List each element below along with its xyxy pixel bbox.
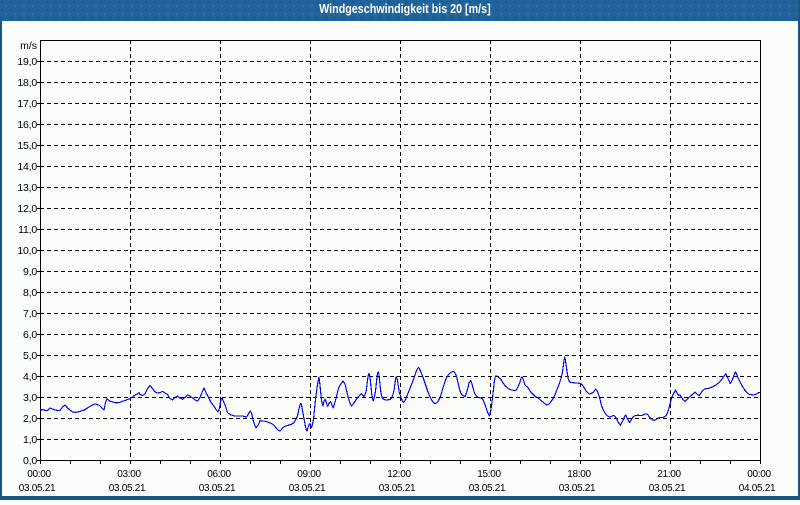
svg-text:06:00: 06:00 — [207, 469, 231, 480]
svg-text:4,0: 4,0 — [23, 371, 37, 383]
svg-text:5,0: 5,0 — [23, 350, 37, 362]
svg-text:18,0: 18,0 — [17, 77, 37, 89]
svg-text:03.05.21: 03.05.21 — [199, 483, 236, 494]
svg-text:3,0: 3,0 — [23, 392, 37, 404]
svg-text:14,0: 14,0 — [17, 161, 37, 173]
svg-text:11,0: 11,0 — [18, 224, 37, 236]
svg-text:00:00: 00:00 — [747, 469, 771, 480]
svg-text:21:00: 21:00 — [657, 469, 681, 480]
svg-text:04.05.21: 04.05.21 — [739, 483, 776, 494]
svg-text:15:00: 15:00 — [477, 469, 501, 480]
svg-text:13,0: 13,0 — [17, 182, 37, 194]
svg-text:m/s: m/s — [20, 40, 37, 52]
svg-text:03.05.21: 03.05.21 — [379, 483, 416, 494]
svg-text:09:00: 09:00 — [297, 469, 321, 480]
svg-text:2,0: 2,0 — [23, 413, 37, 425]
svg-text:10,0: 10,0 — [17, 245, 37, 257]
svg-text:7,0: 7,0 — [23, 308, 37, 320]
svg-text:03.05.21: 03.05.21 — [559, 483, 596, 494]
svg-text:03.05.21: 03.05.21 — [289, 483, 326, 494]
svg-text:0,0: 0,0 — [23, 455, 37, 467]
svg-text:8,0: 8,0 — [23, 287, 37, 299]
svg-text:12,0: 12,0 — [17, 203, 37, 215]
svg-text:19,0: 19,0 — [17, 56, 37, 68]
svg-text:03.05.21: 03.05.21 — [109, 483, 146, 494]
svg-text:18:00: 18:00 — [567, 469, 591, 480]
svg-text:12:00: 12:00 — [387, 469, 411, 480]
svg-text:03.05.21: 03.05.21 — [649, 483, 686, 494]
svg-text:03.05.21: 03.05.21 — [469, 483, 506, 494]
svg-text:16,0: 16,0 — [17, 119, 37, 131]
svg-text:15,0: 15,0 — [17, 140, 37, 152]
svg-text:17,0: 17,0 — [17, 98, 37, 110]
svg-text:00:00: 00:00 — [27, 469, 51, 480]
svg-text:9,0: 9,0 — [23, 266, 37, 278]
svg-text:03:00: 03:00 — [117, 469, 141, 480]
svg-text:03.05.21: 03.05.21 — [19, 483, 56, 494]
svg-text:1,0: 1,0 — [23, 434, 37, 446]
svg-text:6,0: 6,0 — [23, 329, 37, 341]
